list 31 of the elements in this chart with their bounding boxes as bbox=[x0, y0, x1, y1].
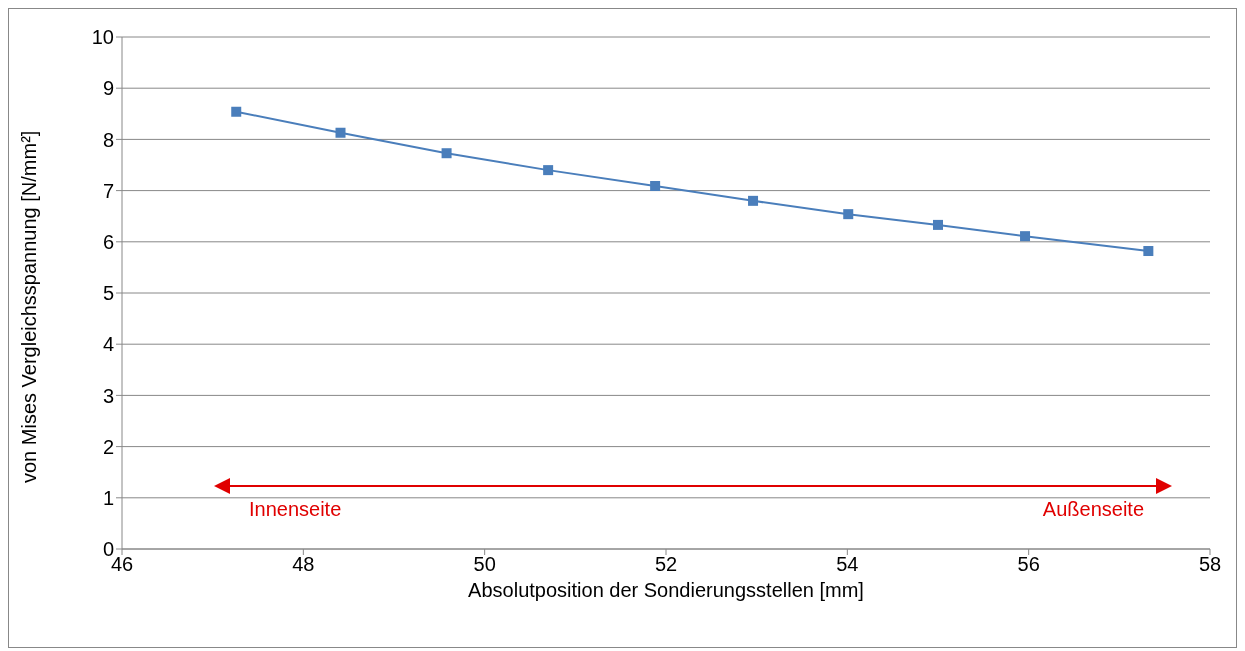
point bbox=[231, 106, 242, 117]
y-axis-title: von Mises Vergleichsspannung [N/mm²] bbox=[18, 130, 41, 483]
y-tick-label: 0 bbox=[102, 538, 114, 561]
x-axis-title: Absolutposition der Sondierungsstellen [mm] bbox=[468, 579, 864, 601]
y-tick-label: 7 bbox=[102, 179, 114, 202]
x-tick-label: 52 bbox=[654, 553, 678, 576]
point bbox=[1020, 231, 1031, 242]
x-tick-label: 50 bbox=[473, 553, 496, 576]
point bbox=[650, 180, 661, 191]
point bbox=[843, 209, 854, 220]
annotation: Außenseite bbox=[1042, 498, 1144, 521]
y-tick-label: 4 bbox=[102, 333, 114, 356]
y-tick-label: 5 bbox=[102, 282, 114, 305]
x-tick-label: 56 bbox=[1017, 553, 1040, 576]
x-tick-label: 58 bbox=[1198, 553, 1222, 576]
y-tick-label: 10 bbox=[91, 26, 114, 49]
point bbox=[543, 165, 554, 176]
y-tick-label: 8 bbox=[102, 128, 114, 151]
annotation: Innenseite bbox=[249, 498, 342, 521]
y-tick-label: 2 bbox=[102, 435, 114, 458]
x-tick-label: 54 bbox=[836, 553, 859, 576]
y-tick-label: 6 bbox=[102, 230, 114, 253]
y-tick-label: 3 bbox=[102, 384, 114, 407]
x-tick-label: 48 bbox=[292, 553, 315, 576]
y-tick-label: 9 bbox=[102, 77, 114, 100]
point bbox=[1143, 246, 1154, 257]
y-tick-label: 1 bbox=[102, 486, 114, 509]
point bbox=[748, 195, 759, 206]
point bbox=[933, 219, 943, 230]
point bbox=[335, 127, 346, 138]
point bbox=[441, 148, 452, 159]
